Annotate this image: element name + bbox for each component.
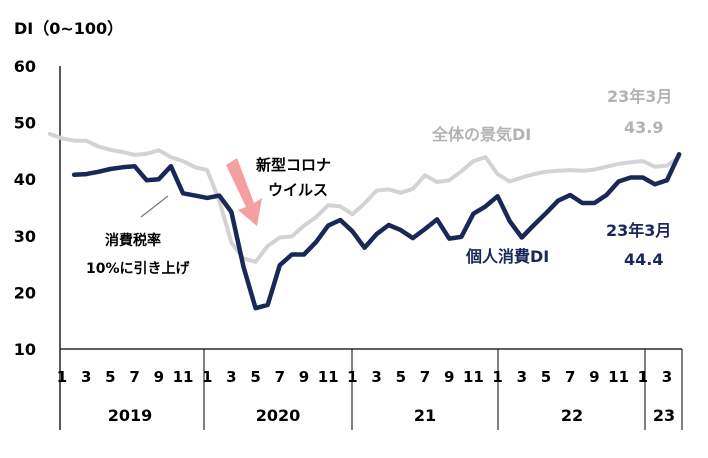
personal-latest-date: 23年3月 xyxy=(606,221,671,240)
month-tick-label: 5 xyxy=(541,368,551,386)
month-tick-label: 5 xyxy=(396,368,406,386)
overall-latest-value: 43.9 xyxy=(624,118,663,137)
corona-arrow xyxy=(226,158,262,226)
personal-series-label: 個人消費DI xyxy=(465,247,549,266)
year-label: 2019 xyxy=(108,406,153,425)
y-tick-labels: 10 20 30 40 50 60 xyxy=(14,57,36,359)
tax-annotation-line2: 10%に引き上げ xyxy=(86,261,191,277)
month-tick-label: 1 xyxy=(492,368,502,386)
month-tick-label: 5 xyxy=(250,368,260,386)
month-tick-label: 3 xyxy=(81,368,91,386)
month-tick-label: 3 xyxy=(226,368,236,386)
y-unit-label: DI（0~100） xyxy=(14,19,123,38)
month-tick-label: 1 xyxy=(57,368,67,386)
year-label: 2020 xyxy=(256,406,301,425)
month-tick-label: 7 xyxy=(129,368,139,386)
year-label: 23 xyxy=(653,406,675,425)
year-label: 21 xyxy=(414,406,436,425)
corona-annotation-line1: 新型コロナ xyxy=(256,156,331,174)
year-label: 22 xyxy=(561,406,583,425)
month-tick-label: 11 xyxy=(318,368,339,386)
month-tick-label: 3 xyxy=(371,368,381,386)
month-tick-label: 1 xyxy=(638,368,648,386)
month-tick-label: 1 xyxy=(202,368,212,386)
corona-annotation-line2: ウイルス xyxy=(268,181,328,199)
month-tick-label: 7 xyxy=(275,368,285,386)
month-tick-label: 9 xyxy=(299,368,309,386)
month-tick-label: 5 xyxy=(105,368,115,386)
month-tick-label: 3 xyxy=(662,368,672,386)
month-tick-label: 9 xyxy=(589,368,599,386)
axes xyxy=(59,66,683,430)
tax-annotation-line1: 消費税率 xyxy=(105,232,161,249)
y-tick-label: 20 xyxy=(14,283,36,302)
y-tick-label: 60 xyxy=(14,57,36,76)
series-lines xyxy=(47,131,682,311)
month-tick-labels: 1 3 5 7 9 11 1 3 5 7 9 11 1 3 5 7 9 11 1 3 5 7 9 11 1 3 xyxy=(57,368,672,386)
overall-series-label: 全体の景気DI xyxy=(431,125,531,144)
tax-leader-line xyxy=(140,195,169,218)
y-tick-label: 30 xyxy=(14,227,36,246)
month-tick-label: 3 xyxy=(517,368,527,386)
month-tick-label: 7 xyxy=(420,368,430,386)
overall-di-line xyxy=(47,131,682,264)
year-labels: 2019 2020 21 22 23 xyxy=(108,406,675,425)
personal-consumption-di-line xyxy=(71,152,682,311)
personal-latest-value: 44.4 xyxy=(624,250,663,269)
month-tick-label: 1 xyxy=(347,368,357,386)
month-tick-label: 9 xyxy=(444,368,454,386)
month-tick-label: 11 xyxy=(608,368,629,386)
month-tick-label: 9 xyxy=(154,368,164,386)
month-tick-label: 11 xyxy=(173,368,194,386)
y-tick-label: 10 xyxy=(14,340,36,359)
month-tick-label: 11 xyxy=(463,368,484,386)
corona-arrow-shape xyxy=(226,158,262,226)
y-tick-label: 50 xyxy=(14,114,36,133)
y-tick-label: 40 xyxy=(14,170,36,189)
overall-latest-date: 23年3月 xyxy=(607,87,672,106)
month-tick-label: 7 xyxy=(565,368,575,386)
